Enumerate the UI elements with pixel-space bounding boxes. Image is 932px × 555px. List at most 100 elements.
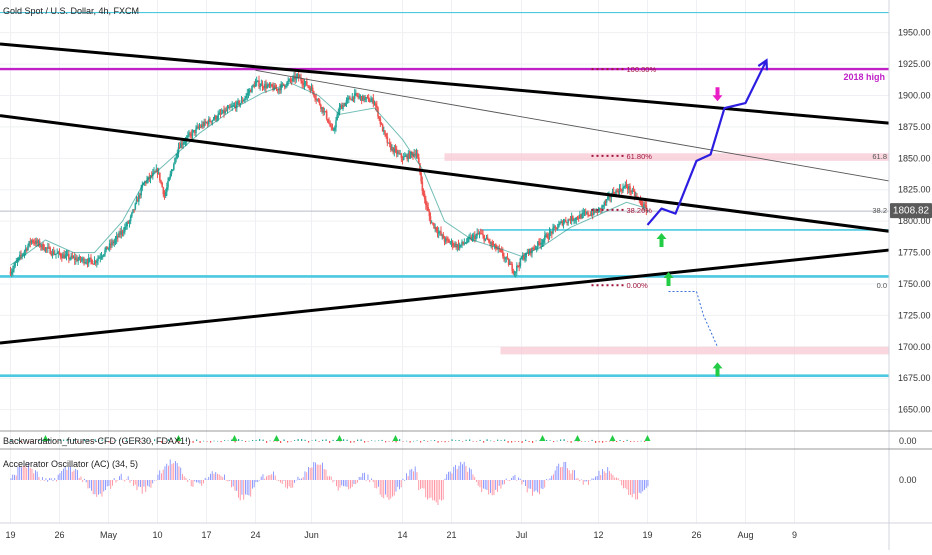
candle-body [357,95,359,97]
candle-body [399,153,401,155]
oscillator-bar [343,480,344,487]
oscillator-bar [376,480,378,489]
histogram-bar [413,440,415,442]
candle-body [159,172,161,181]
trendlines[interactable] [0,42,890,345]
candle-body [310,87,313,92]
histogram-bar [525,439,527,441]
oscillator-bar [21,467,22,480]
histogram-bar [633,441,635,442]
histogram-bar [66,439,68,441]
histogram-bar [497,439,499,441]
oscillator-bar [108,480,110,486]
candle-body [175,157,177,159]
histogram-bar [420,441,422,443]
candle-body [513,272,516,274]
supply-zone [444,153,889,161]
histogram-bar [21,441,23,443]
candle-body [355,93,357,95]
candle-body [514,271,517,273]
candle-body [491,242,494,246]
candle-body [376,105,378,108]
histogram-bar [479,439,481,441]
oscillator-bar [148,480,150,487]
oscillator-bar [453,466,455,480]
candle-body [516,265,518,272]
candle-body [75,258,77,260]
candle-body [619,188,622,191]
oscillator-bar [442,480,444,500]
oscillator-bar [285,480,287,488]
oscillator-bar [612,474,614,480]
candle-body [69,258,71,260]
candle-body [328,122,330,124]
oscillator-bar [589,480,591,481]
oscillator-bar [96,480,98,497]
histogram-bar [493,441,495,442]
accelerator-oscillator-pane [10,459,649,505]
histogram-bar [294,440,296,441]
candle-body [534,247,537,249]
y-tick-label: 1675.00 [898,373,931,383]
candle-body [260,83,263,86]
candle-body [337,113,340,115]
oscillator-bar [52,480,54,481]
time-scale[interactable]: 19 26 May 10 17 24 Jun 14 21 Jul 12 19 26 Aug 9 [5,530,797,540]
oscillator-bar [134,480,136,485]
oscillator-bar [582,480,584,485]
candle-body [297,74,300,78]
candle-body [636,196,638,198]
oscillator-bar [259,480,260,481]
candle-body [30,240,33,243]
histogram-bar [546,439,548,441]
price-scale[interactable]: 1950.00 1925.00 1900.00 1875.00 1850.00 1825.… [898,28,931,415]
candle-body [467,237,469,242]
histogram-bar [154,439,156,441]
candle-body [180,143,182,148]
oscillator-bar [551,475,553,480]
candle-body [528,249,531,254]
histogram-bar [73,439,75,441]
histogram-bar [623,441,625,442]
oscillator-bar [348,480,350,490]
histogram-bar [175,441,177,442]
oscillator-bar [40,480,42,481]
signal-marker [42,435,49,441]
oscillator-bar [455,464,456,480]
oscillator-bar [243,480,245,500]
candle-body [542,239,545,243]
candle-body [422,190,425,194]
candle-body [254,82,257,87]
oscillator-bar [474,476,476,480]
candle-body [181,143,183,145]
candle-body [157,172,160,174]
oscillator-bar [402,478,404,480]
candle-body [600,207,602,210]
oscillator-bar [581,479,582,481]
oscillator-bar [54,478,56,480]
histogram-bar [609,441,611,442]
oscillator-bar [19,465,21,480]
oscillator-bar [449,471,451,480]
candle-body [531,247,533,254]
oscillator-bar [161,473,162,480]
candle-body [464,242,467,244]
candle-body [205,122,208,124]
oscillator-bar [197,480,199,483]
oscillator-bar [491,480,493,496]
oscillator-bar [554,470,556,480]
candle-body [20,254,22,256]
candle-body [588,214,590,216]
oscillator-bar [56,480,57,482]
oscillator-bar [600,475,602,480]
candle-body [54,254,56,256]
candle-body [282,83,285,86]
candle-body [380,123,383,125]
histogram-bar [476,441,478,442]
histogram-bar [94,439,96,441]
candle-body [489,241,491,244]
histogram-bar [591,439,593,441]
oscillator-bar [390,480,392,499]
